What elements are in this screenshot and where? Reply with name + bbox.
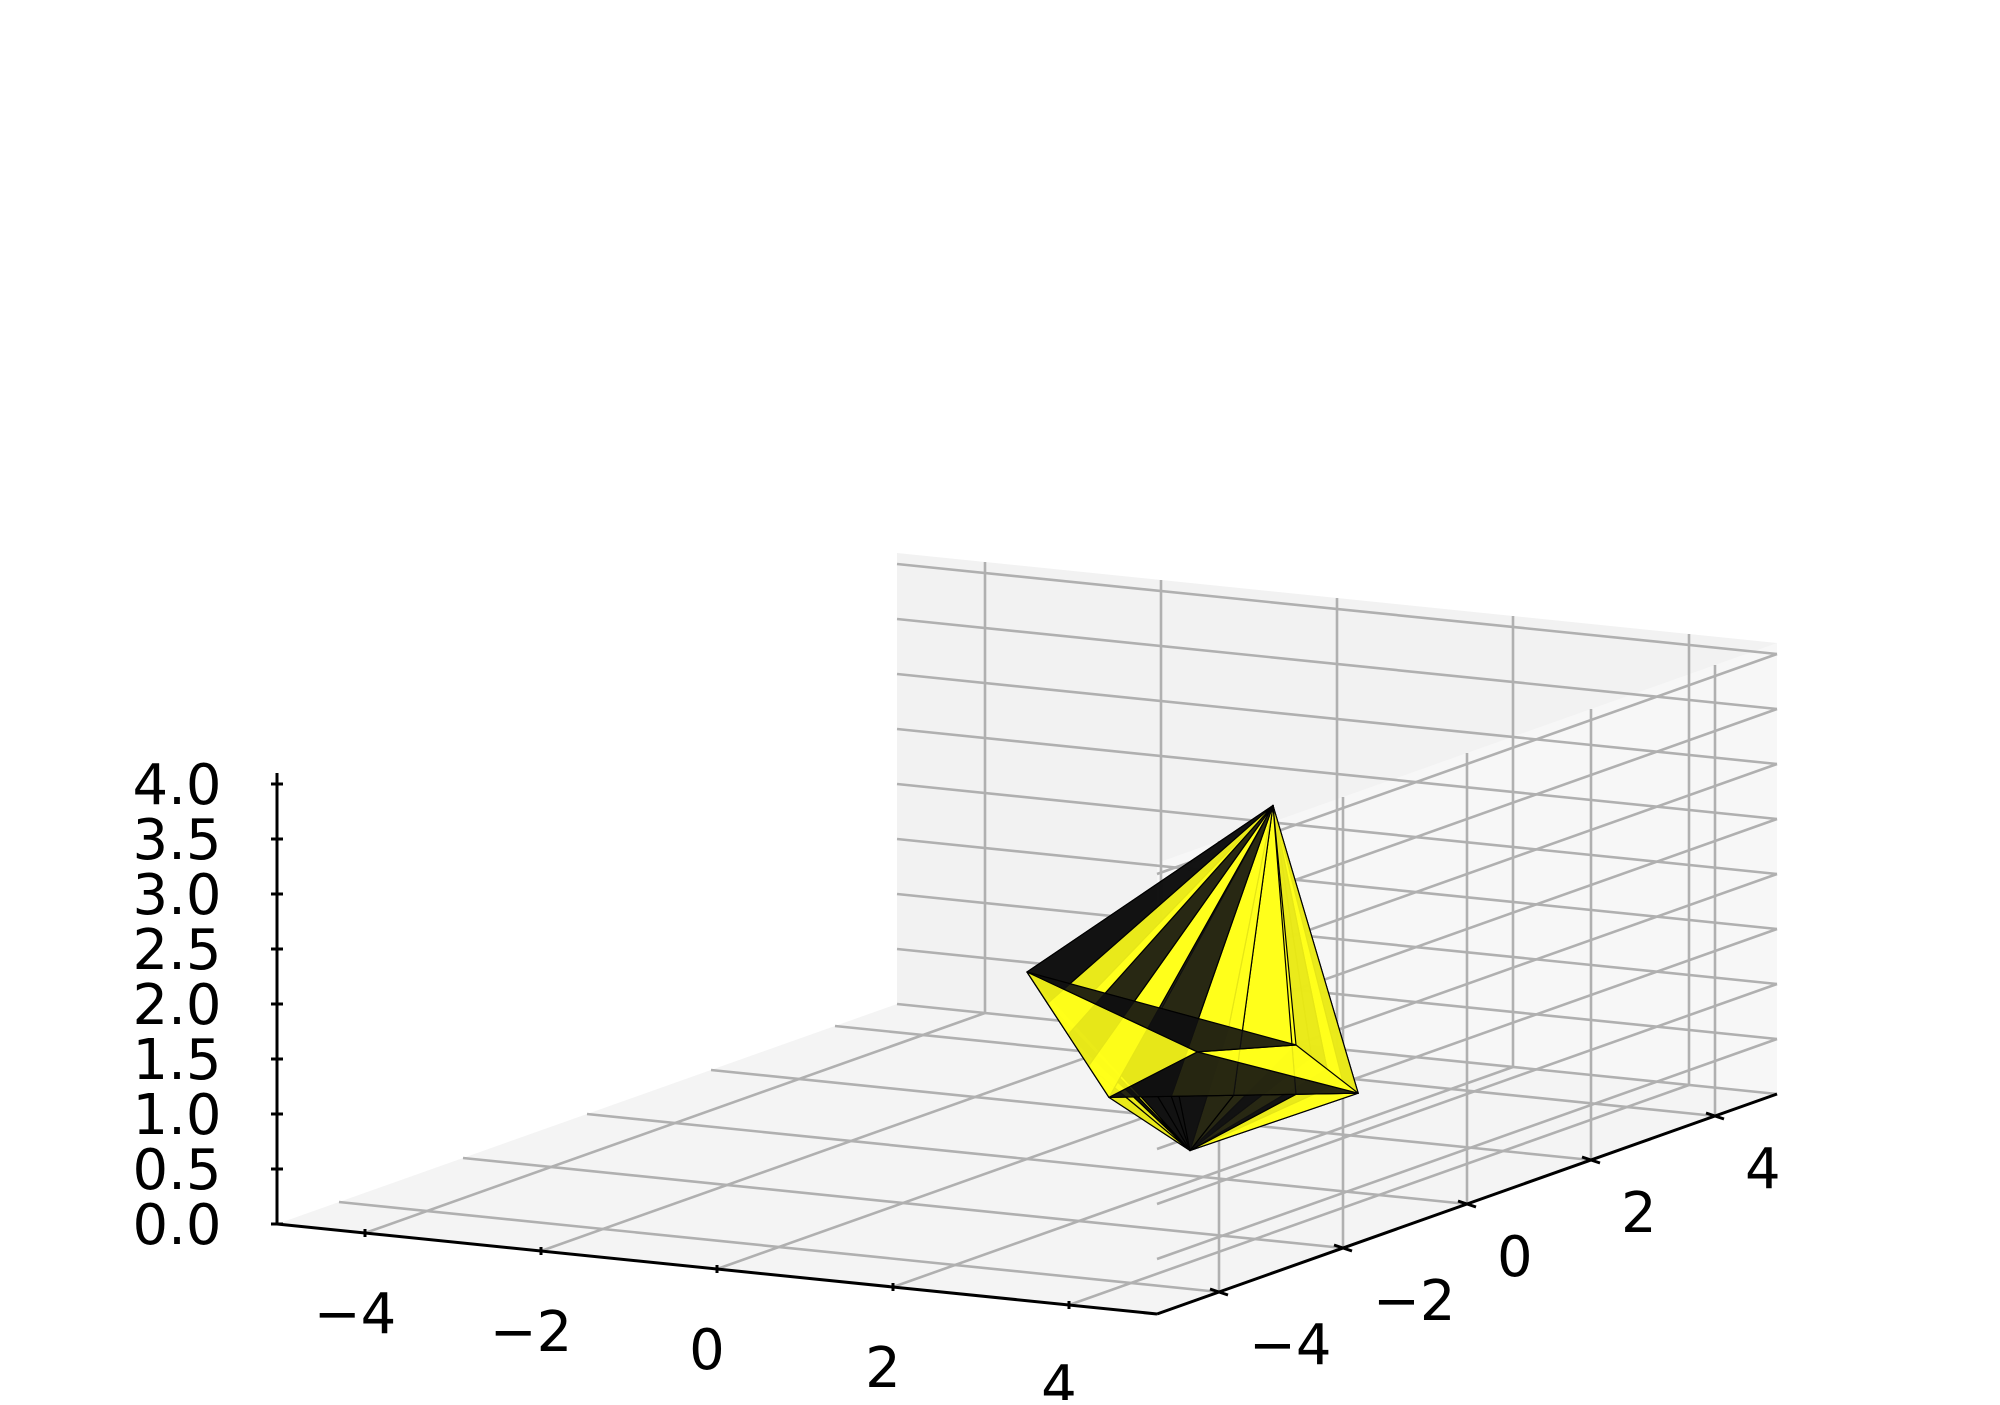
grid-line-z-back <box>896 672 1778 766</box>
x-tick-label: 0 <box>689 1318 725 1383</box>
y-tick-mark <box>1333 1243 1353 1253</box>
y-tick-label: 0 <box>1497 1225 1533 1290</box>
grid-line-z-back <box>896 727 1778 821</box>
grid-line-y-floor <box>586 1112 1468 1206</box>
y-tick-label: 2 <box>1621 1181 1657 1246</box>
z-tick-label: 2.0 <box>132 973 221 1038</box>
grid-line-z-back <box>896 617 1778 711</box>
grid-line-z-back <box>896 837 1778 931</box>
z-tick-label: 2.5 <box>132 918 221 983</box>
grid-line-z-back <box>896 892 1778 986</box>
y-tick-mark <box>1705 1111 1725 1121</box>
z-tick-label: 0.5 <box>132 1138 221 1203</box>
z-tick-label: 3.5 <box>132 808 221 873</box>
surface-polyhedron <box>1026 804 1359 1152</box>
y-tick-label: 4 <box>1745 1137 1781 1202</box>
x-tick-label: −4 <box>314 1282 397 1347</box>
grid-line-z-back <box>896 782 1778 876</box>
surface-facet <box>1026 971 1297 1053</box>
grid-line-z-back <box>896 562 1778 656</box>
z-tick-label: 1.5 <box>132 1028 221 1093</box>
grid-line-y-floor <box>462 1156 1344 1250</box>
axis-panes <box>277 553 1777 1314</box>
x-tick-label: 4 <box>1041 1354 1077 1400</box>
y-tick-mark <box>1209 1287 1229 1297</box>
tick-labels: −4 −2 0 2 4 −4 −2 0 2 4 0.00.51.01.52.02.53.03.54.… <box>132 753 1781 1405</box>
y-tick-mark <box>1457 1199 1477 1209</box>
z-tick-label: 1.0 <box>132 1083 221 1148</box>
y-tick-label: −4 <box>1249 1313 1332 1378</box>
axis-lines <box>271 773 1778 1316</box>
z-tick-label: 3.0 <box>132 863 221 928</box>
grid-line-y-floor <box>338 1200 1220 1294</box>
grid-line-z-side <box>1156 982 1778 1206</box>
z-tick-label: 4.0 <box>132 753 221 818</box>
x-tick-label: 2 <box>865 1336 901 1400</box>
z-tick-label: 0.0 <box>132 1193 221 1258</box>
y-tick-mark <box>1581 1155 1601 1165</box>
x-tick-label: −2 <box>490 1300 573 1365</box>
grid-line-z-side <box>1156 1037 1778 1261</box>
y-tick-label: −2 <box>1373 1269 1456 1334</box>
